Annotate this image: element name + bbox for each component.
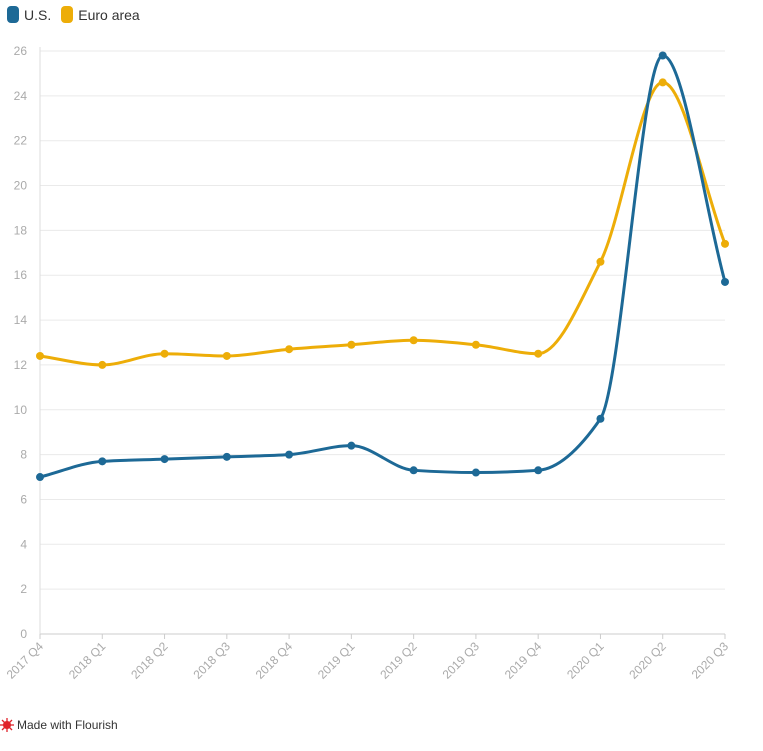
y-tick-label: 10 <box>14 403 28 417</box>
series-line-u-s <box>38 53 727 479</box>
legend-swatch-us <box>7 6 19 23</box>
data-point-euro-area <box>160 349 169 358</box>
x-tick-label: 2018 Q3 <box>190 639 233 682</box>
data-point-u-s <box>658 51 667 60</box>
data-point-u-s <box>347 441 356 450</box>
y-tick-label: 20 <box>14 179 28 193</box>
data-point-u-s <box>98 457 107 466</box>
y-tick-label: 2 <box>20 582 27 596</box>
data-point-euro-area <box>409 336 418 345</box>
data-point-euro-area <box>36 351 44 360</box>
made-with-flourish[interactable]: Made with Flourish <box>0 718 118 732</box>
y-tick-label: 16 <box>14 268 28 282</box>
data-point-u-s <box>534 466 543 475</box>
y-tick-label: 12 <box>14 358 28 372</box>
y-tick-label: 4 <box>20 537 27 551</box>
data-point-u-s <box>160 455 169 464</box>
x-tick-label: 2020 Q3 <box>689 639 732 682</box>
x-tick-label: 2020 Q1 <box>564 639 607 682</box>
data-point-euro-area <box>471 340 480 349</box>
legend-item-euro-area[interactable]: Euro area <box>61 6 140 23</box>
series-line-euro-area <box>38 80 727 367</box>
data-point-euro-area <box>347 340 356 349</box>
data-point-u-s <box>721 277 729 286</box>
x-tick-label: 2019 Q2 <box>377 639 420 682</box>
legend-item-us[interactable]: U.S. <box>7 6 51 23</box>
data-point-euro-area <box>596 257 605 266</box>
legend-label-us: U.S. <box>24 6 52 23</box>
data-point-u-s <box>222 452 231 461</box>
data-point-euro-area <box>721 239 729 248</box>
x-tick-label: 2018 Q4 <box>253 639 296 682</box>
data-point-u-s <box>409 466 418 475</box>
y-tick-label: 18 <box>14 223 28 237</box>
legend-label-euro-area: Euro area <box>78 6 140 23</box>
x-tick-label: 2018 Q2 <box>128 639 171 682</box>
data-point-u-s <box>471 468 480 477</box>
data-point-euro-area <box>658 78 667 87</box>
data-point-euro-area <box>285 345 294 354</box>
x-tick-label: 2017 Q4 <box>4 639 47 682</box>
y-tick-label: 14 <box>14 313 28 327</box>
data-point-euro-area <box>222 351 231 360</box>
footer-label: Made with Flourish <box>17 718 118 732</box>
x-tick-label: 2020 Q2 <box>626 639 669 682</box>
data-point-u-s <box>285 450 294 459</box>
y-tick-label: 22 <box>14 134 28 148</box>
x-tick-label: 2019 Q4 <box>502 639 545 682</box>
x-tick-label: 2019 Q3 <box>440 639 483 682</box>
data-point-u-s <box>596 414 605 423</box>
y-tick-label: 8 <box>20 448 27 462</box>
y-tick-label: 24 <box>14 89 28 103</box>
y-tick-label: 6 <box>20 492 27 506</box>
data-point-euro-area <box>534 349 543 358</box>
x-tick-label: 2018 Q1 <box>66 639 109 682</box>
y-tick-label: 0 <box>20 627 27 641</box>
legend-swatch-euro-area <box>61 6 74 23</box>
legend: U.S. Euro area <box>7 6 150 23</box>
data-point-euro-area <box>98 360 107 369</box>
y-tick-label: 26 <box>14 44 28 58</box>
data-point-u-s <box>36 473 44 482</box>
x-tick-label: 2019 Q1 <box>315 639 358 682</box>
flourish-logo-icon <box>0 718 14 732</box>
